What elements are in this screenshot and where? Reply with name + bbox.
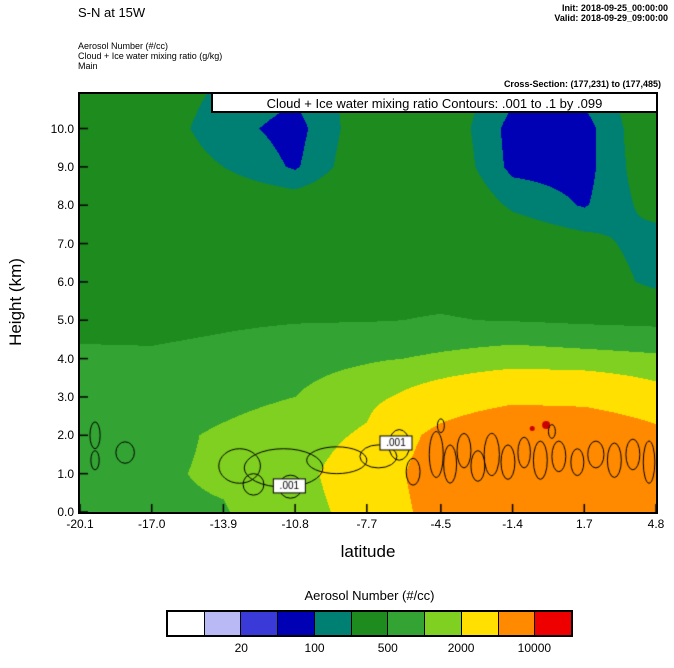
domain-name: Main	[78, 61, 98, 71]
colorbar-cell	[168, 612, 205, 635]
colorbar-cell	[351, 612, 389, 635]
colorbar-cell	[461, 612, 499, 635]
y-tick-label: 7.0	[57, 236, 74, 251]
y-axis-label: Height (km)	[6, 258, 25, 346]
colorbar	[166, 610, 573, 637]
colorbar-cell	[388, 612, 426, 635]
colorbar-tick-label: 10000	[517, 641, 552, 655]
x-tick-label: -7.7	[356, 517, 378, 531]
fill-field-name: Aerosol Number (#/cc)	[78, 41, 169, 51]
y-tick-label: 10.0	[50, 121, 74, 136]
colorbar-cell	[314, 612, 352, 635]
colorbar-cell	[241, 612, 279, 635]
y-tick-label: 0.0	[57, 505, 74, 519]
x-axis-label: latitude	[340, 542, 396, 561]
cross-section-coords: Cross-Section: (177,231) to (177,485)	[503, 79, 661, 89]
colorbar-cell	[498, 612, 536, 635]
colorbar-cell	[535, 612, 572, 635]
colorbar-tick-label: 100	[304, 641, 325, 655]
colorbar-cell	[425, 612, 462, 635]
y-tick-label: 9.0	[57, 159, 74, 174]
colorbar-tick-label: 20	[234, 641, 248, 655]
y-tick-label: 4.0	[57, 351, 74, 366]
y-tick-label: 3.0	[57, 389, 74, 404]
colorbar-cell	[278, 612, 315, 635]
y-tick-label: 6.0	[57, 274, 74, 289]
x-tick-label: -4.5	[430, 517, 452, 531]
init-time-label: Init: 2018-09-25_00:00:00	[561, 3, 668, 13]
colorbar-tick-label: 500	[377, 641, 398, 655]
contour-info-box: Cloud + Ice water mixing ratio Contours:…	[211, 92, 658, 113]
aerosol-contour-field-canvas	[80, 94, 656, 512]
plot-area: Cloud + Ice water mixing ratio Contours:…	[78, 92, 658, 514]
x-tick-label: -1.4	[502, 517, 523, 531]
x-tick-label: -10.8	[281, 517, 309, 531]
y-tick-label: 5.0	[57, 313, 74, 328]
y-tick-label: 2.0	[57, 428, 74, 443]
y-tick-label: 8.0	[57, 198, 74, 213]
section-title: S-N at 15W	[78, 5, 146, 20]
y-tick-label: 1.0	[57, 466, 74, 481]
valid-time-label: Valid: 2018-09-29_09:00:00	[554, 13, 668, 23]
x-tick-label: -17.0	[138, 517, 166, 531]
x-tick-label: -13.9	[209, 517, 238, 531]
colorbar-cell	[204, 612, 242, 635]
contour-field-name: Cloud + Ice water mixing ratio (g/kg)	[78, 51, 223, 61]
x-tick-label: -20.1	[66, 517, 94, 531]
colorbar-title: Aerosol Number (#/cc)	[304, 588, 435, 603]
x-tick-label: 4.8	[647, 517, 665, 531]
colorbar-tick-label: 2000	[447, 641, 475, 655]
x-tick-label: 1.7	[575, 517, 593, 531]
